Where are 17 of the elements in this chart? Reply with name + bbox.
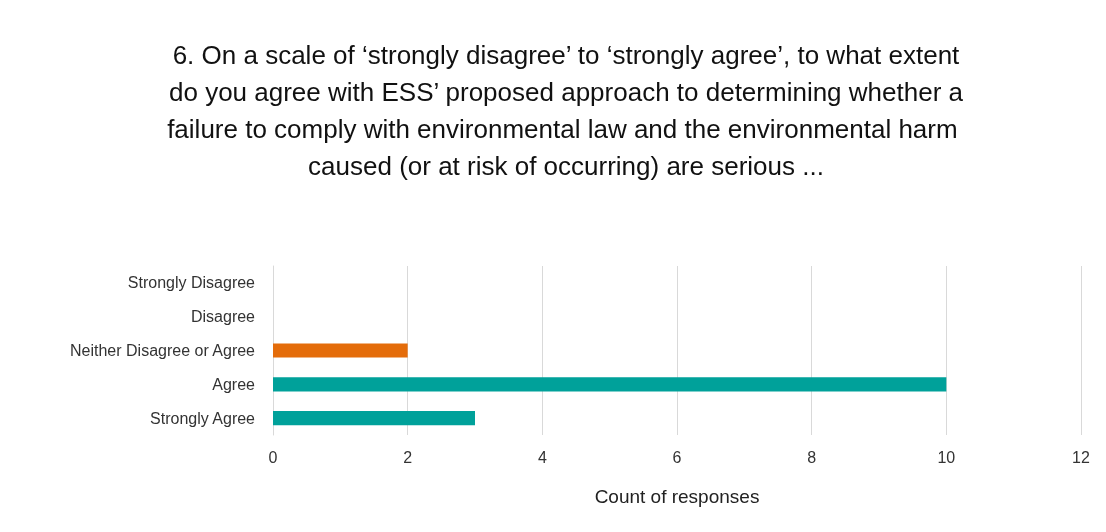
bar [273, 343, 408, 358]
x-tick-label: 12 [1072, 448, 1090, 466]
x-tick-label: 4 [537, 448, 547, 466]
y-tick-label: Neither Disagree or Agree [70, 342, 256, 359]
bar [273, 377, 947, 392]
x-tick-label: 10 [937, 448, 956, 466]
y-tick-label: Disagree [190, 308, 256, 326]
bar [273, 411, 475, 426]
y-tick-label: Agree [212, 375, 256, 393]
x-tick-label: 6 [672, 448, 682, 466]
x-tick-label: 2 [403, 448, 413, 466]
y-tick-label: Strongly Agree [150, 409, 256, 427]
x-tick-label: 0 [268, 448, 278, 466]
chart-title: 6. On a scale of ‘strongly disagree’ to ‘strongly agree’, to what extent do you agree with ESS’ proposed approach to determining whether a failure to comply with environmental law and the environmental harm caused (or at risk of occurring) are serious ... [161, 39, 971, 181]
y-tick-label: Strongly Disagree [127, 274, 256, 292]
x-tick-label: 8 [807, 448, 817, 466]
x-axis-title: Count of responses [594, 486, 760, 507]
